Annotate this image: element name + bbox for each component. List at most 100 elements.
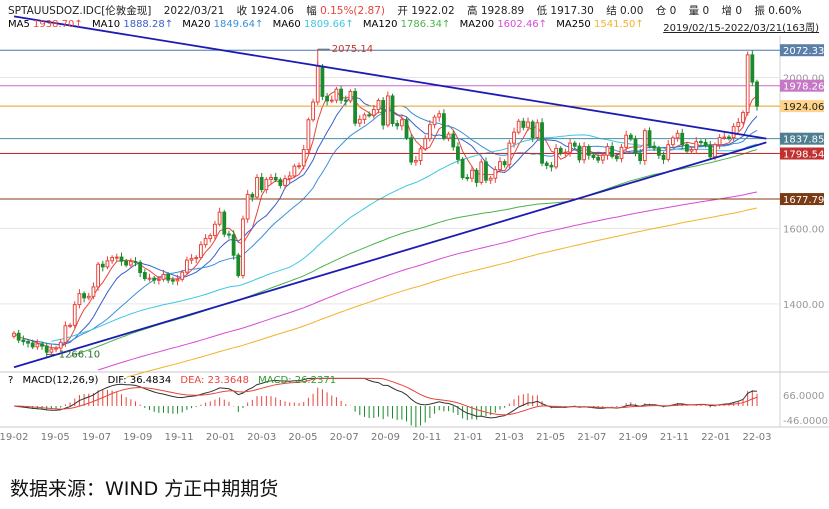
candle-body [68, 324, 72, 327]
candle-body [58, 341, 63, 349]
price-tag [780, 193, 824, 206]
ma-legend-label: MA60 [272, 19, 301, 30]
candle-body [568, 142, 572, 153]
x-tick-label: 20-01 [206, 432, 235, 443]
candle-body [96, 263, 101, 288]
amplitude-value: 0.60% [768, 5, 802, 17]
candle-body [493, 169, 498, 179]
candle-body [353, 90, 358, 124]
y-tick-label: 2000.00 [783, 74, 824, 85]
open-label: 开 [397, 5, 408, 17]
candle-body [208, 235, 213, 240]
candle-body [516, 120, 521, 133]
candle-body [666, 144, 671, 160]
ma-legend-item[interactable]: MA60 1809.66↑ [273, 19, 354, 30]
candle-body [479, 161, 484, 183]
x-tick-label: 20-11 [412, 432, 441, 443]
x-tick-label: 19-02 [0, 432, 29, 443]
high-marker-label: 2075.14 [332, 44, 373, 55]
ma-legend-value: 1602.46↑ [497, 19, 548, 30]
date-range-selector[interactable]: 2019/02/15-2022/03/21(163周) [663, 23, 819, 34]
candle-body [40, 343, 44, 347]
ma-legend-value: 1849.64↑ [213, 19, 264, 30]
price-level-lines [0, 49, 780, 200]
candle-body [213, 223, 217, 237]
candle-body [119, 256, 124, 262]
ma-legend-label: MA200 [459, 19, 495, 30]
macd-name[interactable]: MACD(12,26,9) [22, 375, 99, 386]
candle-body [250, 193, 255, 198]
candle-body [147, 277, 152, 280]
candle-body [91, 286, 96, 297]
ma-legend-item[interactable]: MA120 1786.34↑ [363, 19, 450, 30]
candle-body [203, 238, 208, 246]
ma-legend-value: 1938.70↑ [33, 19, 83, 30]
ma-legend-item[interactable]: MA10 1888.28↑ [92, 19, 173, 30]
y-tick-label: 1600.00 [783, 224, 824, 235]
candle-body [222, 211, 227, 235]
price-tag-label: 2072.33 [783, 46, 824, 57]
candle-body [731, 126, 736, 138]
help-icon[interactable]: ? [8, 375, 14, 386]
candle-body [670, 137, 675, 146]
candle-body [572, 142, 577, 147]
candle-body [470, 169, 474, 179]
candle-body [685, 144, 689, 152]
candle-body [357, 118, 362, 124]
x-tick-label: 20-03 [247, 432, 276, 443]
candle-body [745, 54, 750, 114]
candle-body [713, 144, 717, 158]
macd-legend: ? MACD(12,26,9) DIF: 36.4834 DEA: 23.364… [8, 375, 342, 386]
macd-label: MACD: [258, 375, 292, 386]
macd-tick-label: 66.0000 [783, 391, 824, 402]
candle-body [741, 112, 745, 123]
candle-body [582, 146, 587, 161]
low-value: 1917.30 [550, 5, 594, 17]
candle-body [287, 175, 292, 180]
candle-body [12, 332, 16, 337]
high-field: 高 1928.89 [467, 5, 524, 17]
ma-legend-label: MA250 [556, 19, 591, 30]
candle-body [699, 141, 703, 144]
x-tick-label: 20-05 [288, 432, 317, 443]
close-value: 1924.06 [250, 5, 294, 17]
x-tick-label: 21-05 [536, 432, 565, 443]
dif-value: 36.4834 [129, 375, 172, 386]
volume-value: 0 [702, 5, 710, 17]
x-tick-label: 19-09 [123, 432, 152, 443]
ma-legend-item[interactable]: MA20 1849.64↑ [182, 19, 263, 30]
candle-body [399, 119, 404, 127]
axes: 2000.001800.001600.001400.002075.141266.… [0, 44, 828, 443]
ma-legend-item[interactable]: MA200 1602.46↑ [460, 19, 547, 30]
candle-body [311, 101, 315, 121]
candle-body [596, 156, 601, 161]
x-tick-label: 22-03 [742, 432, 771, 443]
price-tag [780, 100, 824, 113]
candle-body [694, 141, 699, 151]
candle-body [138, 261, 143, 274]
macd-panel [13, 377, 758, 427]
candle-body [395, 123, 400, 127]
candle-body [703, 141, 708, 146]
macd-tick-label: -46.0000 [783, 416, 828, 427]
candle-body [652, 145, 657, 149]
candle-body [680, 132, 685, 146]
candle-body [600, 154, 605, 161]
candle-body [586, 146, 591, 156]
candle-body [540, 122, 544, 164]
candle-body [315, 65, 320, 103]
change-field: 幅 0.15%(2.87) [306, 5, 385, 17]
candle-body [269, 176, 273, 180]
close-label: 收 [236, 5, 248, 17]
candle-body [297, 165, 301, 168]
candle-body [577, 145, 582, 161]
ma-legend-item[interactable]: MA250 1541.50↑ [556, 19, 643, 30]
ma-legend-item[interactable]: MA5 1938.70↑ [8, 19, 83, 30]
candle-body [381, 100, 386, 126]
candle-body [451, 133, 456, 148]
price-tag-label: 1677.79 [783, 195, 824, 206]
price-tag [780, 44, 824, 57]
candle-body [418, 148, 423, 162]
dea-value: 23.3648 [207, 375, 249, 386]
ma-legend-label: MA120 [362, 19, 398, 30]
